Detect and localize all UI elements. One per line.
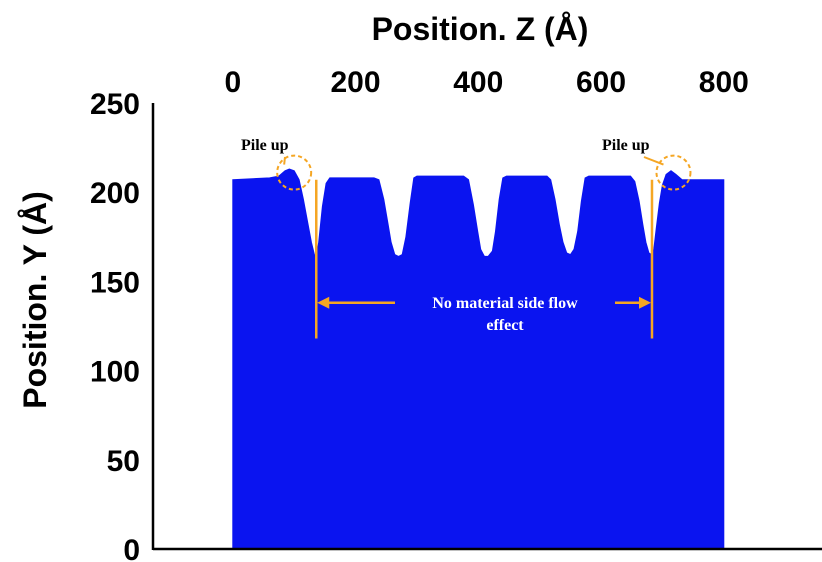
x-tick-label: 400	[453, 66, 503, 99]
x-tick-label: 800	[699, 66, 749, 99]
x-tick-labels: 0 200 400 600 800	[224, 66, 748, 99]
pile-up-right-circle	[655, 154, 692, 191]
pile-up-left-circle	[276, 154, 313, 191]
y-tick-label: 250	[90, 88, 140, 121]
annotations: Pile up Pile up No material side flow ef…	[241, 137, 692, 339]
y-tick-label: 150	[90, 266, 140, 299]
x-axis-title: Position. Z (Å)	[372, 11, 589, 47]
x-tick-label: 0	[224, 66, 241, 99]
y-tick-labels: 0 50 100 150 200 250	[90, 88, 140, 562]
y-tick-label: 200	[90, 177, 140, 210]
pile-up-left-pointer	[283, 156, 286, 165]
y-axis-title: Position. Y (Å)	[17, 191, 53, 409]
flow-arrow-right-head	[638, 296, 651, 309]
flow-label-line1: No material side flow	[432, 295, 578, 312]
x-tick-label: 200	[331, 66, 381, 99]
y-tick-label: 0	[123, 534, 140, 562]
flow-label-line2: effect	[486, 317, 524, 334]
flow-arrow-left-head	[317, 296, 330, 309]
surface-profile-area	[232, 168, 725, 550]
pile-up-left-label: Pile up	[241, 137, 289, 154]
y-tick-label: 100	[90, 356, 140, 389]
x-tick-label: 600	[576, 66, 626, 99]
y-tick-label: 50	[107, 445, 140, 478]
pile-up-right-pointer	[643, 156, 664, 166]
pile-up-right-label: Pile up	[602, 137, 650, 154]
